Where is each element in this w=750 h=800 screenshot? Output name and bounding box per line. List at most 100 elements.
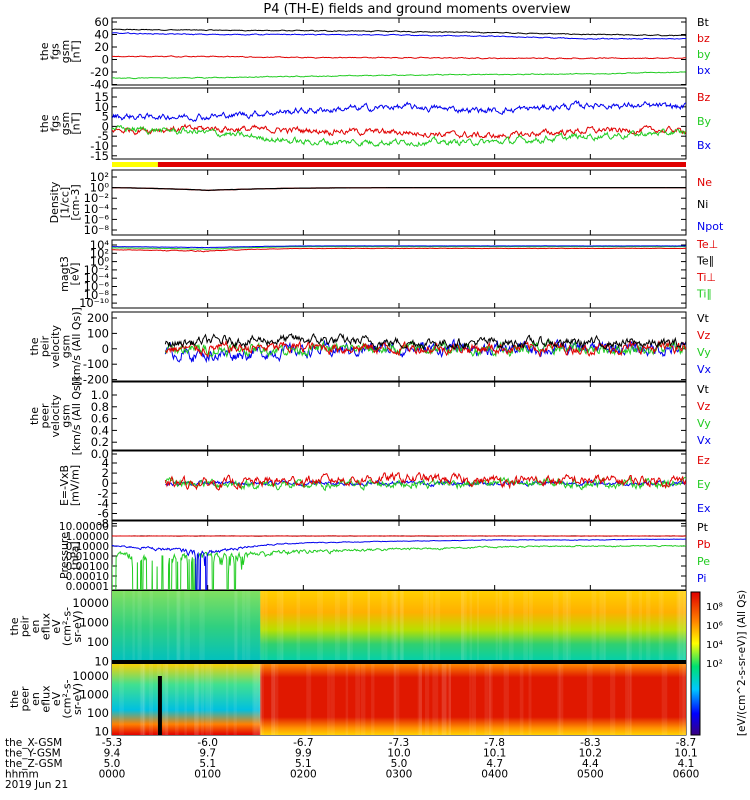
y-axis-label-line: sr-eV) <box>71 683 84 715</box>
y-axis-label-line: peir <box>39 335 52 357</box>
y-tick-label: 0.10000 <box>66 541 109 553</box>
x-row-value: 4.7 <box>486 758 503 770</box>
peir-spectrogram-stripe <box>177 591 180 662</box>
y-tick-label: 10000 <box>72 596 109 610</box>
x-row-value: -5.3 <box>102 737 123 749</box>
y-tick-label: 10⁻⁶ <box>84 280 110 294</box>
peer-spectrogram-stripe <box>448 663 452 735</box>
x-row-value: 0000 <box>99 769 126 781</box>
peer-spectrogram-stripe <box>162 663 169 735</box>
y-tick-label: 200 <box>87 311 109 325</box>
legend-vz: Vz <box>697 329 711 342</box>
peir-spectrogram-stripe <box>199 591 205 662</box>
peir-spectrogram-stripe <box>658 591 662 662</box>
y-axis-label-line: eflux <box>40 685 53 713</box>
y-tick-label: -10 <box>90 139 109 153</box>
peir-spectrogram-stripe <box>523 591 528 662</box>
peer-spectrogram-stripe <box>205 663 212 735</box>
peer-spectrogram-stripe <box>559 663 564 735</box>
y-tick-label: 0 <box>102 119 109 133</box>
panel-pressure: 10.000001.000000.100000.010000.001000.00… <box>58 520 711 593</box>
legend-pt: Pt <box>697 521 709 534</box>
panel-frame <box>111 87 687 160</box>
y-axis-label-line: en <box>29 692 42 706</box>
peer-spectrogram-stripe <box>257 663 262 735</box>
peer-spectrogram-stripe <box>259 663 264 735</box>
y-axis-label-line: E=-VxB <box>58 465 71 506</box>
peer-spectrogram-stripe <box>306 663 312 735</box>
y-tick-label: 5 <box>102 110 109 124</box>
legend-ti∥: Ti∥ <box>696 288 712 301</box>
series-bx <box>112 100 686 122</box>
y-tick-label: 10⁻⁶ <box>84 212 110 226</box>
y-tick-label: 0.0 <box>91 447 109 461</box>
y-tick-label: 10⁻⁸ <box>84 288 110 302</box>
y-tick-label: 60 <box>94 15 109 29</box>
peir-spectrogram-stripe <box>508 591 514 662</box>
y-tick-label: 100 <box>87 635 109 649</box>
y-axis-label-line: gsm <box>59 112 72 135</box>
legend-bx: Bx <box>697 139 712 152</box>
series-vy <box>164 339 686 359</box>
mode-bar-red <box>157 162 687 167</box>
peer-spectrogram-stripe <box>418 663 422 735</box>
legend-ti⊥: Ti⊥ <box>696 271 716 284</box>
peer-spectrogram-stripe <box>469 663 472 735</box>
colorbar-tick: 10⁸ <box>706 602 723 613</box>
peer-spectrogram-stripe <box>194 663 200 735</box>
y-tick-label: 100 <box>87 326 109 340</box>
y-axis-label-line: velocity <box>49 325 62 368</box>
peir-spectrogram-stripe <box>646 591 651 662</box>
y-axis-label-line: [eV] <box>69 263 82 286</box>
peir-spectrogram-stripe <box>184 591 190 662</box>
legend-ne: Ne <box>697 176 712 189</box>
y-tick-label: 10⁻² <box>84 191 109 205</box>
peer-spectrogram-stripe <box>425 663 430 735</box>
peir-spectrogram-stripe <box>566 591 571 662</box>
series-ey <box>164 475 686 492</box>
peir-spectrogram-stripe <box>498 591 503 662</box>
peer-spectrogram-stripe <box>488 663 491 735</box>
series-bx <box>112 32 686 40</box>
peer-spectrogram-stripe <box>271 663 276 735</box>
y-tick-label: 10⁻⁴ <box>84 202 110 216</box>
series-layer-temp <box>112 245 686 253</box>
y-axis-label-line: peir <box>19 615 32 637</box>
legend-ey: Ey <box>697 478 711 491</box>
peer-spectrogram-stripe <box>519 663 524 735</box>
y-tick-label: -15 <box>90 149 109 163</box>
y-axis-label-line: (cm²-s- <box>61 679 74 718</box>
y-axis-label: magt3[eV] <box>58 256 82 292</box>
legend-bz: Bz <box>697 91 711 104</box>
y-axis-label-line: [km/s (All Qs)] <box>70 377 83 456</box>
legend-te∥: Te∥ <box>696 255 714 268</box>
x-row-value: 9.7 <box>199 748 216 760</box>
peer-spectrogram-stripe <box>661 663 668 735</box>
peer-spectrogram-stripe <box>630 663 633 735</box>
peer-spectrogram-stripe <box>471 663 477 735</box>
legend-te⊥: Te⊥ <box>696 238 718 251</box>
y-tick-label: 10² <box>90 170 109 184</box>
panel-density: 10²10⁰10⁻²10⁻⁴10⁻⁶10⁻⁸Density[1/cc][cm-3… <box>48 169 724 237</box>
peer-spectrogram-stripe <box>274 663 279 735</box>
peer-spectrogram-early-interval <box>112 663 261 735</box>
y-tick-label: 10 <box>94 725 109 739</box>
peir-spectrogram-stripe <box>137 591 142 662</box>
series-npot-temp <box>112 245 686 249</box>
x-row-value: 4.1 <box>678 758 695 770</box>
series-bz <box>112 55 686 60</box>
y-axis-label-line: peer <box>39 403 52 429</box>
y-axis-label-line: eV <box>50 619 63 634</box>
peer-spectrogram-stripe <box>233 663 237 735</box>
y-axis-label-line: peer <box>19 686 32 712</box>
y-tick-label: 10⁴ <box>90 238 110 252</box>
y-axis-label-line: the <box>28 407 41 425</box>
x-row-value: 0200 <box>290 769 317 781</box>
legend-vy: Vy <box>697 346 711 359</box>
legend-ni: Ni <box>697 198 708 211</box>
